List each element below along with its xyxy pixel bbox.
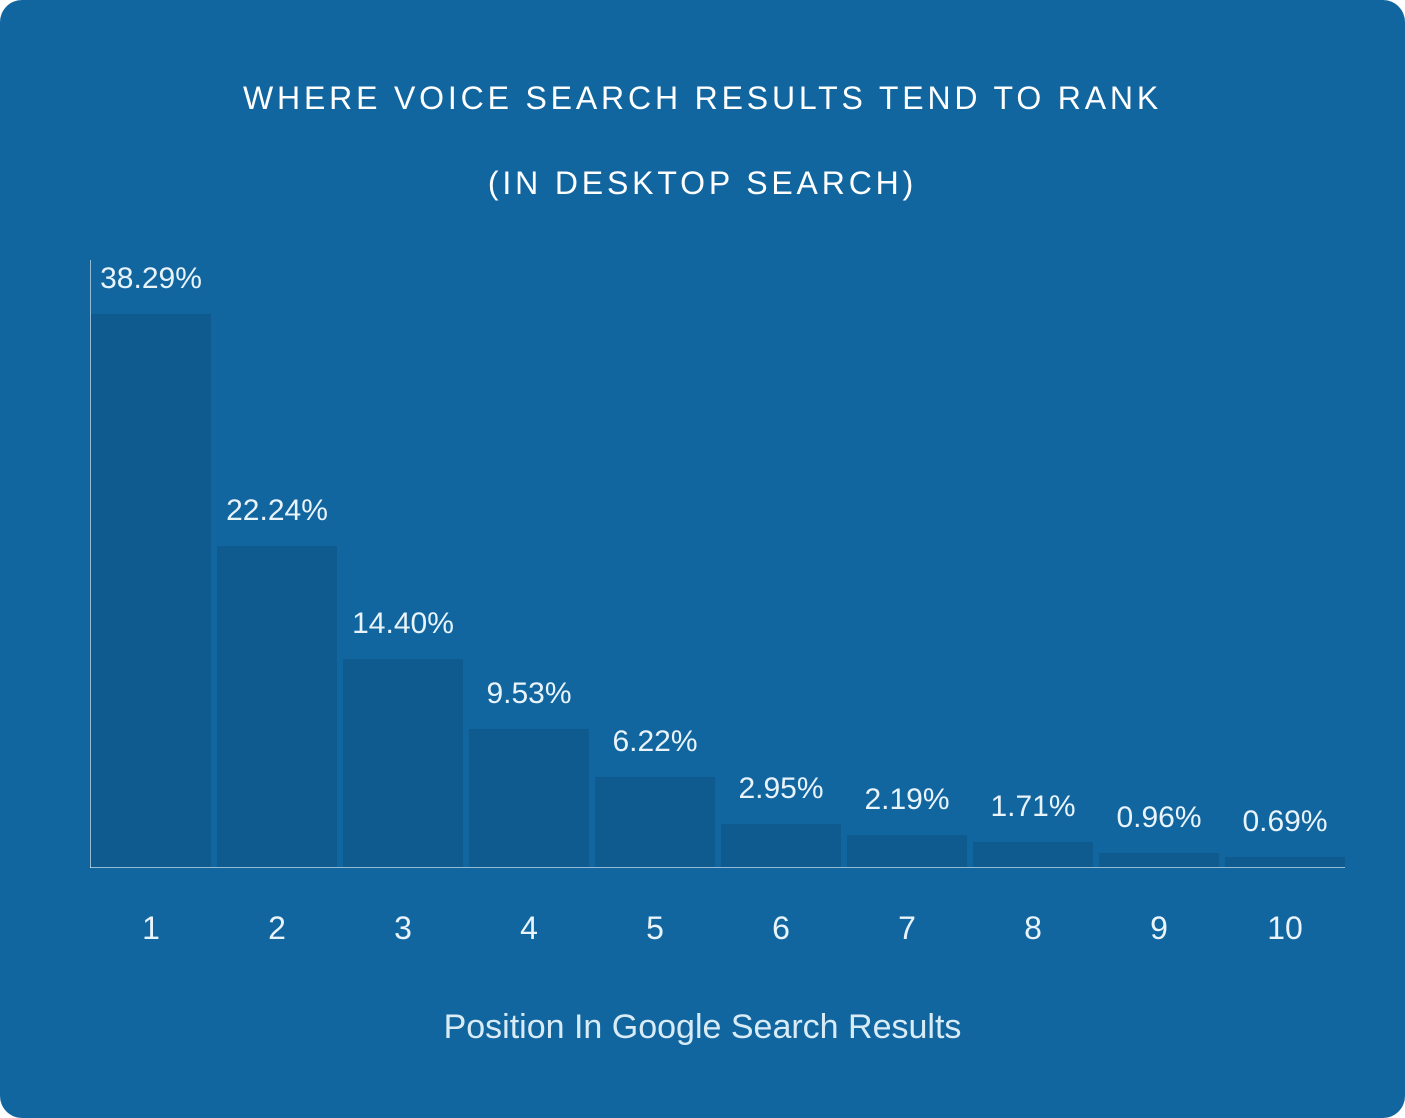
x-tick-label: 3 [343, 910, 463, 947]
chart-plot-area: 38.29% 22.24% 14.40% 9.53%6.22%2.95%2.19%1.… [90, 260, 1345, 868]
bar-value-label: 0.96% [1099, 801, 1219, 835]
bar: 1.71% [973, 260, 1093, 867]
bar-rect [973, 842, 1093, 867]
bar-value-label: 2.19% [847, 783, 967, 817]
chart-title-line-2: (IN DESKTOP SEARCH) [0, 165, 1405, 202]
bar-rect [721, 824, 841, 867]
bar: 2.19% [847, 260, 967, 867]
bar-value-label: 9.53% [469, 677, 589, 711]
bar-rect [217, 546, 337, 867]
bar: 0.96% [1099, 260, 1219, 867]
x-tick-label: 7 [847, 910, 967, 947]
x-tick-label: 9 [1099, 910, 1219, 947]
x-axis-line [90, 867, 1345, 868]
bar: 2.95% [721, 260, 841, 867]
bar: 38.29% [91, 260, 211, 867]
bar-group: 38.29% 22.24% 14.40% 9.53%6.22%2.95%2.19%1.… [91, 260, 1345, 867]
x-axis-label-wrap: Position In Google Search Results [0, 1008, 1405, 1047]
bar-value-label: 6.22% [595, 725, 715, 759]
bar-value-label: 1.71% [973, 790, 1093, 824]
x-axis-label: Position In Google Search Results [444, 1008, 962, 1046]
bar-rect [469, 729, 589, 867]
bar-rect [1225, 857, 1345, 867]
bar: 14.40% [343, 260, 463, 867]
x-tick-label: 1 [91, 910, 211, 947]
chart-title-line-1: WHERE VOICE SEARCH RESULTS TEND TO RANK [0, 80, 1405, 117]
bar-value-label: 38.29% [91, 262, 211, 296]
x-tick-label: 4 [469, 910, 589, 947]
bar: 22.24% [217, 260, 337, 867]
bar-value-label: 14.40% [343, 607, 463, 641]
bar: 6.22% [595, 260, 715, 867]
bar-value-label: 0.69% [1225, 805, 1345, 839]
bar: 9.53% [469, 260, 589, 867]
x-tick-label: 6 [721, 910, 841, 947]
bar-rect [1099, 853, 1219, 867]
x-tick-label: 2 [217, 910, 337, 947]
bar: 0.69% [1225, 260, 1345, 867]
bar-rect [91, 314, 211, 867]
x-axis-ticks: 12345678910 [91, 910, 1345, 947]
chart-card: WHERE VOICE SEARCH RESULTS TEND TO RANK … [0, 0, 1405, 1118]
x-tick-label: 5 [595, 910, 715, 947]
chart-title: WHERE VOICE SEARCH RESULTS TEND TO RANK … [0, 0, 1405, 202]
bar-rect [847, 835, 967, 867]
bar-rect [343, 659, 463, 867]
bar-value-label: 22.24% [217, 494, 337, 528]
x-tick-label: 10 [1225, 910, 1345, 947]
bar-rect [595, 777, 715, 867]
x-tick-label: 8 [973, 910, 1093, 947]
bar-value-label: 2.95% [721, 772, 841, 806]
